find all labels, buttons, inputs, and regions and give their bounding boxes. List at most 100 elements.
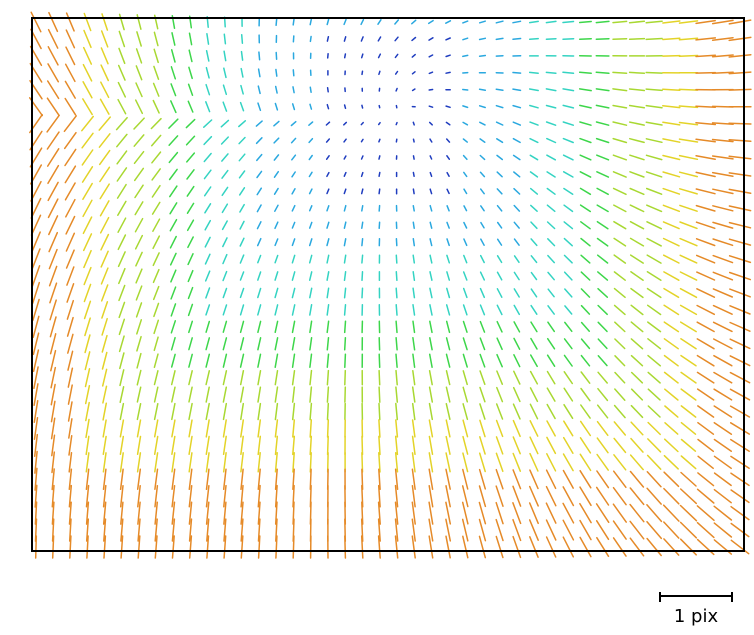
distortion-vector xyxy=(728,172,752,177)
distortion-vector xyxy=(663,354,679,367)
distortion-vector xyxy=(445,353,451,368)
distortion-vector xyxy=(695,254,716,264)
distortion-vector xyxy=(153,302,160,318)
distortion-vector xyxy=(186,152,196,163)
distortion-vector xyxy=(446,287,451,299)
distortion-vector xyxy=(463,205,468,212)
distortion-vector xyxy=(646,237,662,247)
distortion-vector xyxy=(728,138,752,143)
distortion-vector xyxy=(102,419,107,438)
distortion-vector xyxy=(378,419,381,438)
distortion-vector xyxy=(170,320,177,334)
distortion-vector xyxy=(103,535,107,559)
distortion-vector xyxy=(446,188,450,195)
distortion-vector xyxy=(613,287,626,299)
distortion-vector xyxy=(545,88,557,92)
distortion-vector xyxy=(711,36,734,41)
distortion-vector xyxy=(612,121,628,126)
distortion-vector xyxy=(309,402,313,421)
distortion-vector xyxy=(695,171,716,178)
distortion-vector xyxy=(153,353,159,369)
distortion-vector xyxy=(695,37,717,41)
distortion-vector xyxy=(134,201,144,216)
sensor-frame xyxy=(31,17,745,552)
distortion-vector xyxy=(82,63,93,82)
distortion-vector xyxy=(579,420,592,437)
distortion-vector xyxy=(99,98,110,115)
distortion-vector xyxy=(361,204,364,212)
distortion-vector xyxy=(309,452,312,473)
distortion-vector xyxy=(68,484,73,508)
distortion-vector xyxy=(82,81,93,99)
distortion-vector xyxy=(596,437,609,454)
distortion-vector xyxy=(663,321,680,333)
distortion-vector xyxy=(496,154,504,161)
distortion-vector xyxy=(679,188,698,195)
distortion-vector xyxy=(596,220,609,230)
distortion-vector xyxy=(394,19,400,25)
distortion-vector xyxy=(274,254,279,264)
distortion-vector xyxy=(478,88,487,91)
distortion-vector xyxy=(445,419,451,438)
distortion-vector xyxy=(696,354,715,367)
distortion-vector xyxy=(169,252,177,266)
distortion-vector xyxy=(256,221,262,230)
distortion-vector xyxy=(343,171,347,177)
distortion-vector xyxy=(46,131,60,150)
distortion-vector xyxy=(187,286,194,300)
distortion-vector xyxy=(308,154,313,161)
distortion-vector xyxy=(411,386,416,403)
distortion-vector xyxy=(496,271,503,281)
distortion-vector xyxy=(679,237,698,247)
distortion-vector xyxy=(712,188,734,195)
distortion-vector xyxy=(478,518,487,542)
distortion-vector xyxy=(547,271,555,281)
distortion-vector xyxy=(696,488,715,504)
distortion-vector xyxy=(545,71,557,74)
distortion-vector xyxy=(257,452,261,473)
distortion-vector xyxy=(411,452,416,473)
distortion-vector xyxy=(512,535,522,559)
distortion-vector xyxy=(344,535,347,559)
distortion-vector xyxy=(696,304,716,316)
distortion-vector xyxy=(31,265,41,288)
distortion-vector xyxy=(645,187,663,195)
distortion-vector xyxy=(680,421,697,435)
distortion-vector xyxy=(478,20,486,24)
distortion-vector xyxy=(613,204,627,213)
distortion-vector xyxy=(308,221,313,229)
distortion-vector xyxy=(695,121,717,126)
distortion-vector xyxy=(411,468,416,490)
distortion-vector xyxy=(513,370,521,385)
distortion-vector xyxy=(680,338,697,350)
distortion-vector xyxy=(344,353,347,369)
distortion-vector xyxy=(629,237,645,247)
distortion-vector xyxy=(119,468,124,491)
distortion-vector xyxy=(118,284,126,302)
distortion-vector xyxy=(663,304,680,316)
distortion-vector xyxy=(445,435,451,455)
distortion-vector xyxy=(662,20,681,24)
distortion-vector xyxy=(239,101,245,112)
distortion-vector xyxy=(512,71,522,74)
distortion-vector xyxy=(662,54,681,57)
distortion-vector xyxy=(102,435,107,456)
distortion-vector xyxy=(291,337,296,351)
distortion-vector xyxy=(663,487,680,505)
distortion-vector xyxy=(151,168,161,181)
distortion-vector xyxy=(344,369,347,386)
distortion-vector xyxy=(205,353,211,368)
distortion-vector xyxy=(614,355,626,367)
distortion-vector xyxy=(545,121,557,126)
distortion-vector xyxy=(495,121,504,126)
distortion-vector xyxy=(257,320,262,334)
distortion-vector xyxy=(479,188,485,195)
distortion-vector xyxy=(445,320,451,334)
distortion-vector xyxy=(596,187,609,196)
distortion-vector xyxy=(729,355,751,367)
distortion-vector xyxy=(496,221,503,229)
distortion-vector xyxy=(135,65,143,81)
distortion-vector xyxy=(81,132,94,149)
distortion-vector xyxy=(343,121,348,126)
distortion-vector xyxy=(238,187,246,196)
